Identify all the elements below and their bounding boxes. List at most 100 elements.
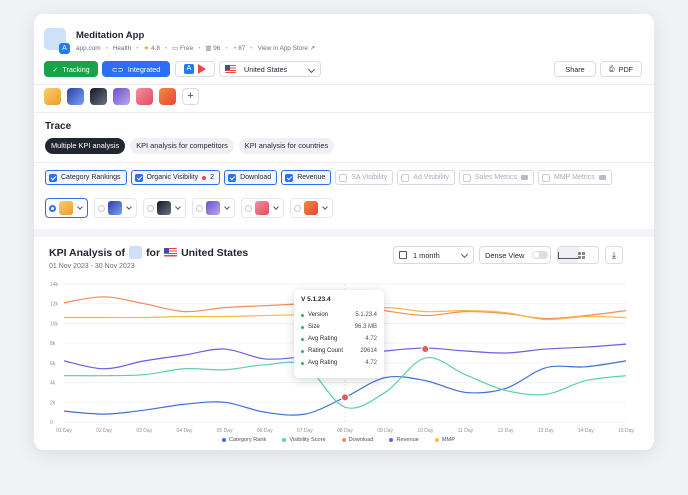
store-switcher[interactable]: A: [175, 61, 215, 77]
grid-view-button[interactable]: [578, 247, 598, 263]
x-tick-label: 06 Day: [257, 428, 273, 434]
pdf-button[interactable]: ⎙ PDF: [600, 61, 642, 77]
chart-view-button[interactable]: [558, 247, 578, 263]
app-selector-1[interactable]: [45, 198, 88, 218]
checkbox[interactable]: [228, 173, 237, 182]
rating-value: 4.8: [151, 45, 160, 52]
checkbox[interactable]: [541, 173, 550, 182]
app-selector-5[interactable]: [241, 198, 284, 218]
metric-sa-visibility[interactable]: SA Visibility: [335, 170, 394, 185]
y-tick-label: 2k: [50, 400, 56, 406]
share-button[interactable]: Share: [554, 61, 596, 77]
x-tick-label: 01 Day: [56, 428, 72, 434]
chevron-down-icon: [126, 204, 132, 210]
period-dropdown[interactable]: 1 month: [393, 246, 474, 264]
view-in-store-label: View in App Store: [257, 45, 308, 52]
radio[interactable]: [196, 204, 203, 212]
competitor-icon-3[interactable]: [90, 88, 107, 105]
metric-download[interactable]: Download: [224, 170, 278, 185]
bullet-icon: [301, 349, 304, 353]
download-button[interactable]: ⤓: [605, 246, 623, 264]
tab-multiple-kpi[interactable]: Multiple KPI analysis: [45, 138, 126, 154]
checkbox[interactable]: [339, 173, 348, 182]
metric-label: Revenue: [297, 174, 326, 181]
metric-label: Download: [240, 174, 272, 181]
checkbox[interactable]: [462, 173, 471, 182]
tooltip-label: Version: [308, 312, 329, 318]
checkbox[interactable]: [49, 173, 57, 182]
price-label: Free: [179, 45, 194, 52]
metric-organic-visibility[interactable]: Organic Visibility 2: [130, 170, 221, 185]
app-selector-3[interactable]: [143, 198, 186, 218]
metric-mmp-metrics[interactable]: MMP Metrics: [537, 170, 612, 185]
app-title: Meditation App: [76, 30, 145, 41]
lock-icon: [598, 175, 606, 180]
app-meta: app.com • Health • ★ 4.8 • ▭ Free • ▥ 96…: [76, 44, 315, 53]
tooltip-row: Avg Rating 4.72: [301, 357, 377, 369]
radio[interactable]: [245, 204, 252, 212]
competitor-icon-5[interactable]: [136, 88, 153, 105]
legend-item[interactable]: MMP: [434, 437, 455, 443]
add-competitor-button[interactable]: +: [182, 88, 199, 105]
google-play-icon[interactable]: [198, 64, 206, 74]
app-selector-6[interactable]: [290, 198, 333, 218]
competitor-icon-4[interactable]: [113, 88, 130, 105]
x-tick-label: 05 Day: [217, 428, 233, 434]
country-select[interactable]: United States: [219, 61, 321, 77]
divider: [34, 162, 654, 163]
radio[interactable]: [98, 204, 105, 212]
metric-label: Sales Metrics: [474, 174, 517, 181]
chart-legend: Category Rank Visibility Score Download …: [222, 437, 455, 443]
app-selector-2[interactable]: [94, 198, 137, 218]
view-in-store-link[interactable]: View in App Store ↗: [258, 44, 315, 52]
purple-app-icon: [206, 201, 220, 215]
link-icon: ⊂⊃: [111, 64, 124, 74]
blue-app-icon: [108, 201, 122, 215]
chevron-down-icon: [77, 204, 83, 210]
stat1-group: ▥ 96: [205, 44, 220, 52]
separator-dot: •: [105, 44, 108, 52]
radio[interactable]: [294, 204, 301, 212]
tab-kpi-competitors[interactable]: KPI analysis for competitors: [130, 138, 234, 154]
metric-revenue[interactable]: Revenue: [281, 170, 332, 185]
calendar-icon: [399, 251, 407, 259]
legend-item[interactable]: Revenue: [389, 437, 419, 443]
trace-tabs: Multiple KPI analysis KPI analysis for c…: [45, 138, 335, 154]
developer-link[interactable]: app.com: [76, 44, 101, 52]
metric-ad-visibility[interactable]: Ad Visibility: [397, 170, 455, 185]
y-tick-label: 12k: [50, 302, 59, 308]
app-icon: [129, 246, 143, 259]
checkbox[interactable]: [285, 173, 294, 182]
metric-category-rankings[interactable]: Category Rankings: [45, 170, 127, 185]
competitor-icon-6[interactable]: [159, 88, 176, 105]
tracking-button[interactable]: ✓ Tracking: [44, 61, 98, 77]
chevron-down-icon: [224, 204, 230, 210]
competitor-icon-1[interactable]: [44, 88, 61, 105]
chart-icon: [558, 251, 578, 259]
price-tag-icon: ▭: [172, 45, 179, 52]
tooltip-label: Size: [308, 324, 320, 330]
app-selector-4[interactable]: [192, 198, 235, 218]
tooltip-label: Avg Rating: [308, 336, 338, 342]
competitor-icon-2[interactable]: [67, 88, 84, 105]
kpi-title-prefix: KPI Analysis of: [49, 246, 126, 259]
x-tick-label: 08 Day: [337, 428, 353, 434]
dense-view-toggle[interactable]: Dense View: [479, 246, 551, 264]
app-store-badge-icon: A: [59, 43, 70, 54]
x-tick-label: 03 Day: [136, 428, 152, 434]
x-tick-label: 02 Day: [96, 428, 112, 434]
toggle-switch[interactable]: [532, 251, 549, 259]
radio[interactable]: [49, 204, 56, 212]
checkbox[interactable]: [134, 173, 143, 182]
integrated-button[interactable]: ⊂⊃ Integrated: [102, 61, 170, 77]
legend-item[interactable]: Category Rank: [222, 437, 266, 443]
metric-label: MMP Metrics: [553, 174, 595, 181]
app-store-icon[interactable]: A: [184, 64, 194, 74]
legend-item[interactable]: Download: [341, 437, 373, 443]
metric-sales-metrics[interactable]: Sales Metrics: [458, 170, 534, 185]
legend-swatch: [282, 438, 287, 442]
legend-item[interactable]: Visibility Score: [282, 437, 326, 443]
radio[interactable]: [147, 204, 154, 212]
tab-kpi-countries[interactable]: KPI analysis for countries: [238, 138, 335, 154]
checkbox[interactable]: [401, 173, 410, 182]
